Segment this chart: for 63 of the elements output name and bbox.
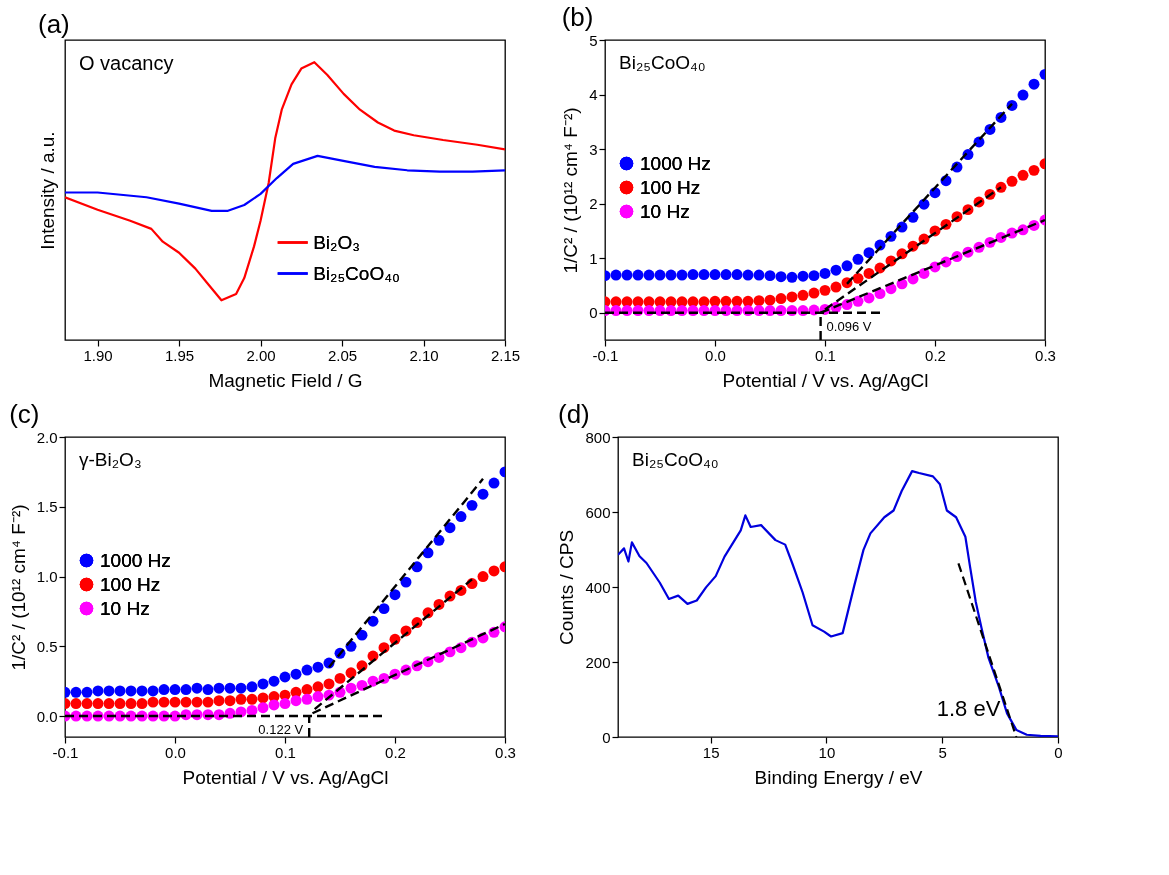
y-tick-label: 0.0 <box>36 707 58 725</box>
x-tick-label: 0.1 <box>275 743 296 761</box>
y-tick-label: 1 <box>589 249 598 267</box>
y-axis-title: 1/C² / (10¹² cm⁴ F⁻²) <box>7 504 29 671</box>
y-tick-label: 1.0 <box>36 568 58 586</box>
legend-label: 10 Hz <box>640 200 690 222</box>
legend-label: 1000 Hz <box>640 152 711 174</box>
chart-title: (a) <box>38 9 70 39</box>
x-tick-label: 2.00 <box>246 346 276 364</box>
y-tick-label: 200 <box>585 653 611 671</box>
chart-title: (b) <box>561 2 594 32</box>
y-tick-label: 2.0 <box>36 428 58 446</box>
y-tick-label: 3 <box>589 140 598 158</box>
x-tick-label: -0.1 <box>52 743 79 761</box>
legend-label: 100 Hz <box>100 573 161 595</box>
legend-label: Bi₂₅CoO₄₀ <box>313 262 400 284</box>
x-tick-label: 0.1 <box>815 346 836 364</box>
y-tick-label: 0 <box>602 728 611 746</box>
annotation: O vacancy <box>79 52 174 74</box>
x-tick-label: 2.10 <box>409 346 439 364</box>
y-tick-label: 800 <box>585 428 611 446</box>
y-tick-label: 4 <box>589 86 598 104</box>
annotation: Bi₂₅CoO₄₀ <box>619 52 706 73</box>
x-tick-label: 15 <box>702 743 720 761</box>
legend-label: 10 Hz <box>100 597 150 619</box>
y-axis-title: 1/C² / (10¹² cm⁴ F⁻²) <box>560 107 582 274</box>
y-tick-label: 400 <box>585 578 611 596</box>
x-tick-label: 10 <box>818 743 836 761</box>
x-tick-label: 5 <box>938 743 947 761</box>
legend-label: 1000 Hz <box>100 549 171 571</box>
x-tick-label: 0.3 <box>1035 346 1056 364</box>
y-tick-label: 0.5 <box>36 637 58 655</box>
y-tick-label: 2 <box>589 195 598 213</box>
y-tick-label: 5 <box>589 31 598 49</box>
x-tick-label: -0.1 <box>592 346 619 364</box>
annotation: 1.8 eV <box>936 696 1001 721</box>
x-tick-label: 2.05 <box>327 346 358 364</box>
x-tick-label: 0.2 <box>925 346 946 364</box>
x-axis-title: Potential / V vs. Ag/AgCl <box>182 766 389 788</box>
y-tick-label: 1.5 <box>36 498 58 516</box>
y-tick-label: 600 <box>585 503 611 521</box>
x-tick-label: 1.95 <box>164 346 195 364</box>
chart-title: (d) <box>557 399 590 429</box>
x-tick-label: 2.15 <box>490 346 521 364</box>
annotation: γ-Bi₂O₃ <box>79 449 142 470</box>
y-axis-title: Intensity / a.u. <box>36 131 58 250</box>
x-axis-title: Magnetic Field / G <box>208 369 363 391</box>
y-axis-title: Counts / CPS <box>556 529 578 646</box>
annotation: 0.096 V <box>826 318 872 334</box>
annotation: 0.122 V <box>258 722 304 738</box>
x-axis-title: Binding Energy / eV <box>754 766 923 788</box>
x-tick-label: 0.0 <box>165 743 186 761</box>
x-tick-label: 0.0 <box>705 346 726 364</box>
annotation: Bi₂₅CoO₄₀ <box>632 449 719 470</box>
x-tick-label: 0.2 <box>385 743 406 761</box>
x-tick-label: 0.3 <box>495 743 516 761</box>
y-tick-label: 0 <box>589 304 598 322</box>
chart-title: (c) <box>9 399 40 429</box>
x-axis-title: Potential / V vs. Ag/AgCl <box>722 369 929 391</box>
x-tick-label: 1.90 <box>83 346 113 364</box>
x-tick-label: 0 <box>1054 743 1063 761</box>
legend-label: 100 Hz <box>640 176 701 198</box>
legend-label: Bi₂O₃ <box>313 231 360 253</box>
